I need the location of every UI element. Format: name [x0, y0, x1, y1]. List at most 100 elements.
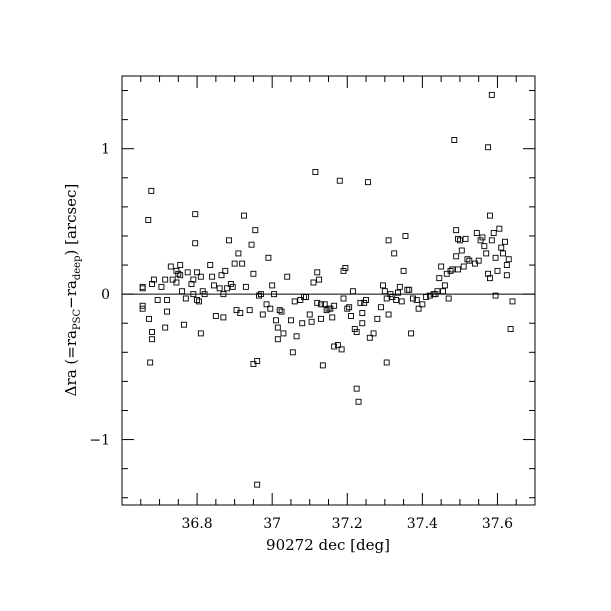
data-point: [419, 301, 426, 308]
data-point: [426, 292, 433, 299]
y-axis-label-tail: ) [arcsec]: [62, 184, 80, 256]
data-point: [413, 297, 420, 303]
data-point: [139, 285, 146, 292]
y-tick-labels: −1 0 1: [89, 142, 110, 449]
data-point: [449, 266, 456, 273]
data-point: [404, 286, 411, 293]
data-point: [393, 297, 400, 303]
data-point: [179, 288, 186, 295]
data-point: [374, 315, 381, 322]
data-point: [344, 305, 351, 312]
data-point: [466, 257, 473, 264]
data-point: [177, 272, 184, 279]
data-point: [291, 298, 298, 305]
data-point: [453, 227, 460, 234]
data-point: [267, 305, 274, 312]
data-point: [194, 297, 201, 303]
data-point: [216, 285, 223, 292]
data-point: [346, 304, 353, 311]
data-point: [340, 295, 347, 302]
data-point: [224, 285, 231, 292]
data-points: [139, 91, 516, 488]
data-point: [149, 336, 155, 343]
data-point: [385, 311, 392, 318]
data-point: [436, 275, 443, 282]
y-axis-label-minus: −ra: [62, 280, 80, 309]
data-point: [316, 276, 323, 283]
data-point: [254, 358, 261, 364]
data-point: [334, 342, 341, 348]
data-point: [180, 321, 187, 328]
data-point: [162, 324, 169, 331]
data-point: [488, 91, 495, 98]
data-point: [406, 286, 413, 293]
data-point: [254, 481, 261, 488]
data-point: [434, 288, 441, 295]
data-point: [209, 273, 216, 280]
data-point: [485, 144, 492, 151]
plot-frame: [121, 75, 536, 506]
data-point: [150, 276, 157, 283]
data-point: [318, 315, 324, 322]
data-point: [272, 317, 279, 324]
data-point: [355, 398, 362, 405]
data-point: [396, 283, 403, 290]
data-point: [158, 283, 165, 290]
data-point: [269, 282, 276, 289]
data-point: [353, 328, 360, 335]
data-point: [338, 346, 345, 353]
data-point: [308, 318, 315, 325]
data-point: [252, 227, 259, 234]
tick-marks: [121, 76, 536, 505]
data-point: [353, 385, 360, 392]
data-point: [164, 297, 171, 303]
data-point: [329, 314, 336, 321]
data-point: [259, 311, 266, 318]
data-point: [188, 281, 195, 287]
data-point: [194, 269, 201, 276]
data-point: [197, 273, 204, 280]
data-point: [503, 272, 510, 279]
data-point: [455, 266, 461, 273]
data-point: [312, 169, 319, 175]
data-point: [370, 330, 377, 337]
data-point: [462, 235, 469, 242]
data-point: [145, 217, 152, 223]
data-point: [310, 279, 317, 286]
x-tick-label: 37.6: [482, 516, 513, 532]
data-point: [211, 282, 217, 289]
data-point: [481, 243, 488, 250]
data-point: [483, 250, 490, 257]
data-point: [486, 275, 493, 282]
data-point: [336, 177, 343, 184]
data-point: [485, 270, 492, 277]
y-tick-label: 0: [101, 287, 110, 303]
data-point: [164, 308, 171, 315]
y-axis-label: Δra (=raPSC−radeep) [arcsec]: [62, 184, 83, 397]
data-point: [197, 330, 204, 337]
data-point: [473, 230, 480, 237]
data-point: [256, 292, 262, 299]
data-point: [184, 269, 191, 276]
y-axis-label-sub1: PSC: [72, 308, 83, 330]
data-point: [451, 137, 458, 143]
data-point: [475, 257, 482, 264]
y-tick-label: −1: [89, 433, 110, 449]
data-point: [263, 301, 270, 308]
data-point: [479, 234, 486, 241]
data-point: [149, 281, 155, 287]
data-point: [293, 333, 300, 340]
data-point: [139, 283, 146, 290]
data-point: [455, 235, 461, 242]
data-point: [235, 250, 242, 257]
x-tick-label: 37: [263, 516, 281, 532]
data-point: [192, 240, 199, 247]
data-point: [395, 289, 401, 296]
data-point: [460, 263, 467, 270]
data-point: [241, 212, 247, 219]
data-point: [190, 291, 197, 298]
data-point: [486, 212, 493, 219]
data-point: [378, 304, 385, 311]
data-point: [342, 265, 349, 271]
data-point: [201, 291, 208, 298]
